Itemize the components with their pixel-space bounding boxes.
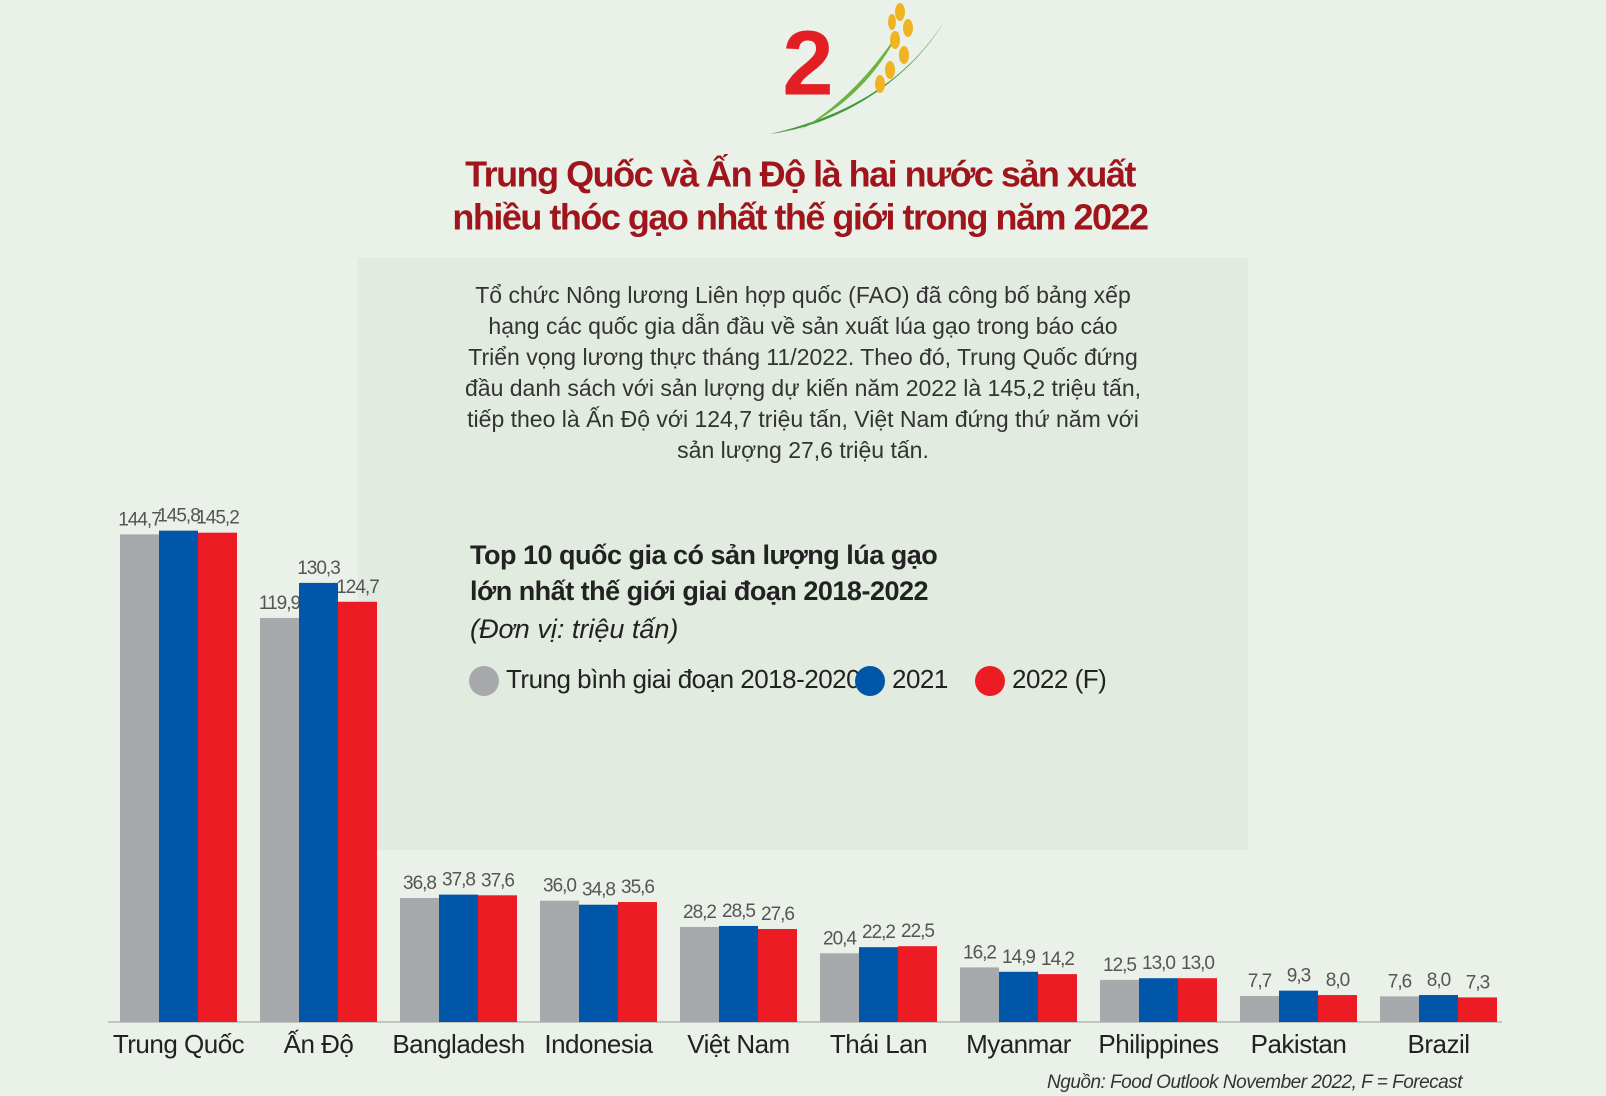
value-label: 7,3: [1466, 972, 1490, 993]
rice-icon: [770, 3, 945, 134]
bar: [999, 971, 1038, 1022]
value-label: 12,5: [1103, 955, 1136, 976]
bar: [400, 897, 439, 1022]
x-tick-label: Thái Lan: [830, 1029, 927, 1059]
bar: [338, 601, 377, 1022]
value-label: 13,0: [1142, 953, 1175, 974]
bar: [1380, 996, 1419, 1022]
x-tick-label: Việt Nam: [687, 1029, 789, 1059]
bar: [960, 967, 999, 1022]
subtitle: lớn nhất thế giới giai đoạn 2018-2022: [470, 576, 928, 606]
legend-label: 2022 (F): [1012, 664, 1106, 694]
badge: 2: [782, 12, 833, 114]
value-label: 37,6: [481, 870, 514, 891]
bar: [1139, 978, 1178, 1022]
value-label: 28,2: [683, 902, 716, 923]
bar: [159, 530, 198, 1022]
bar: [1038, 974, 1077, 1022]
value-label: 28,5: [722, 901, 755, 922]
bar: [1279, 990, 1318, 1022]
bar: [478, 895, 517, 1022]
bar: [758, 928, 797, 1022]
source: Nguồn: Food Outlook November 2022, F = F…: [1047, 1072, 1463, 1093]
x-tick-label: Ấn Độ: [284, 1029, 354, 1059]
value-label: 145,2: [196, 508, 239, 529]
value-label: 130,3: [297, 558, 340, 579]
value-label: 35,6: [621, 877, 654, 898]
value-label: 119,9: [259, 593, 301, 614]
value-label: 8,0: [1326, 970, 1350, 991]
value-label: 34,8: [582, 880, 615, 901]
value-label: 124,7: [336, 577, 379, 598]
value-label: 145,8: [157, 506, 200, 527]
title: nhiều thóc gạo nhất thế giới trong năm 2…: [452, 197, 1148, 238]
subtitle: Top 10 quốc gia có sản lượng lúa gạo: [470, 540, 937, 570]
bar: [719, 925, 758, 1022]
legend-dot: [975, 666, 1005, 696]
bar: [120, 534, 159, 1022]
value-label: 7,6: [1388, 971, 1412, 992]
value-label: 7,7: [1248, 971, 1272, 992]
legend-label: 2021: [892, 664, 948, 694]
bar: [540, 900, 579, 1022]
value-label: 20,4: [823, 928, 857, 949]
bar: [820, 953, 859, 1022]
bar: [1178, 978, 1217, 1022]
x-tick-label: Bangladesh: [392, 1029, 524, 1059]
bar: [1318, 995, 1357, 1022]
description: đầu danh sách với sản lượng dự kiến năm …: [465, 375, 1141, 401]
value-label: 16,2: [963, 942, 996, 963]
x-tick-label: Trung Quốc: [113, 1029, 245, 1059]
legend-label: Trung bình giai đoạn 2018-2020: [506, 664, 860, 694]
bar: [618, 902, 657, 1022]
x-tick-label: Philippines: [1098, 1029, 1219, 1059]
legend-dot: [855, 666, 885, 696]
x-tick-label: Indonesia: [544, 1029, 653, 1059]
value-label: 9,3: [1287, 966, 1311, 987]
value-label: 36,8: [403, 873, 436, 894]
value-label: 14,9: [1002, 947, 1035, 968]
bar: [1419, 995, 1458, 1022]
value-label: 22,5: [901, 921, 934, 942]
value-label: 14,2: [1041, 949, 1074, 970]
bar: [1458, 997, 1497, 1022]
value-label: 144,7: [118, 509, 161, 530]
description: tiếp theo là Ấn Độ với 124,7 triệu tấn, …: [467, 405, 1139, 432]
description: hạng các quốc gia dẫn đầu về sản xuất lú…: [488, 313, 1117, 339]
description: sản lượng 27,6 triệu tấn.: [677, 437, 929, 463]
x-tick-label: Pakistan: [1251, 1029, 1347, 1059]
value-label: 22,2: [862, 922, 895, 943]
x-tick-label: Myanmar: [966, 1029, 1072, 1059]
value-label: 36,0: [543, 876, 576, 897]
bar: [1240, 996, 1279, 1022]
unit: (Đơn vị: triệu tấn): [470, 614, 678, 644]
title: Trung Quốc và Ấn Độ là hai nước sản xuất: [465, 154, 1136, 195]
bar: [299, 582, 338, 1022]
bar: [859, 947, 898, 1022]
bar: [680, 926, 719, 1022]
x-tick-label: Brazil: [1407, 1029, 1469, 1059]
value-label: 27,6: [761, 904, 794, 925]
value-label: 37,8: [442, 870, 475, 891]
description: Tổ chức Nông lương Liên hợp quốc (FAO) đ…: [475, 282, 1131, 308]
bar: [439, 894, 478, 1022]
legend-dot: [469, 666, 499, 696]
bar: [260, 617, 299, 1022]
bar: [898, 946, 937, 1022]
value-label: 8,0: [1427, 970, 1451, 991]
bar: [579, 904, 618, 1022]
value-label: 13,0: [1181, 953, 1214, 974]
description: Triển vọng lương thực tháng 11/2022. The…: [468, 344, 1138, 370]
bar: [198, 532, 237, 1022]
bar: [1100, 979, 1139, 1022]
map-panel: [358, 258, 1248, 850]
